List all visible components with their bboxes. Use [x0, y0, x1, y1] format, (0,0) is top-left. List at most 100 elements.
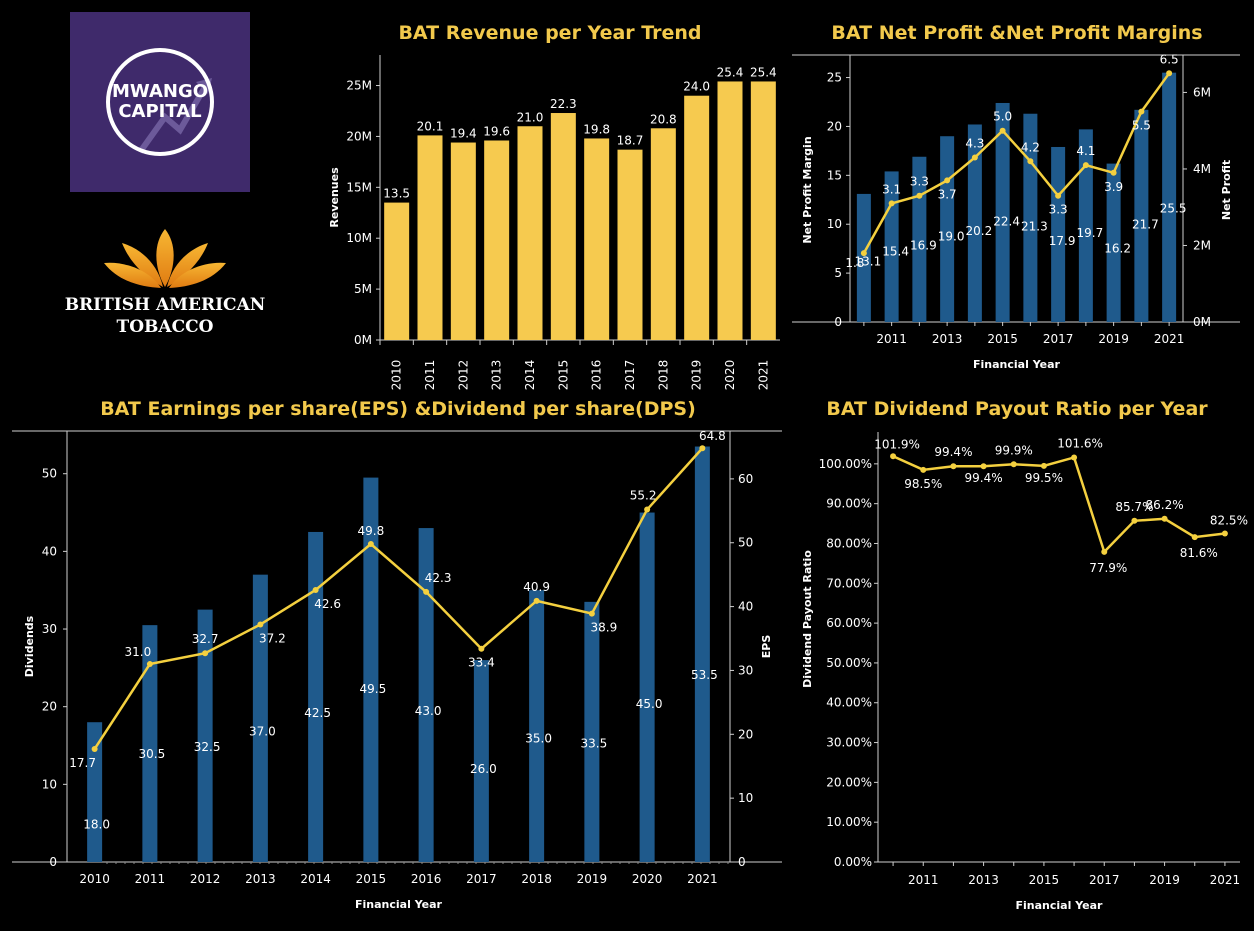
eps-label: 32.7 [192, 632, 219, 646]
payout-point [920, 466, 927, 473]
eps-point [312, 586, 319, 593]
x-tick-label: 2013 [245, 872, 276, 886]
y-tick-label: 10M [346, 231, 372, 245]
x-tick-label: 2013 [490, 360, 504, 391]
payout-data-label: 101.9% [874, 437, 920, 451]
net-profit-margin-label: 4.3 [965, 136, 984, 150]
revenue-data-label: 19.4 [450, 127, 477, 141]
x-tick-label: 2019 [1098, 332, 1129, 346]
y-right-tick-label: 2M [1193, 238, 1211, 252]
dividend-bar-label: 49.5 [360, 682, 387, 696]
y-left-tick-label: 0 [834, 315, 842, 329]
revenue-data-label: 18.7 [617, 134, 644, 148]
x-tick-label: 2021 [687, 872, 718, 886]
x-tick-label: 2015 [356, 872, 387, 886]
payout-data-label: 86.2% [1146, 498, 1184, 512]
x-tick-label: 2020 [632, 872, 663, 886]
payout-point [950, 463, 957, 470]
payout-point [1221, 530, 1228, 537]
x-tick-label: 2015 [556, 360, 570, 391]
net-profit-bar-label: 16.9 [910, 238, 937, 252]
payout-point [1010, 461, 1017, 468]
net-profit-bar-label: 25.5 [1160, 201, 1187, 215]
x-tick-label: 2016 [411, 872, 442, 886]
x-tick-label: 2017 [1043, 332, 1074, 346]
revenue-bar [484, 140, 510, 340]
net-profit-bar-label: 22.4 [993, 215, 1020, 229]
y-tick-label: 0.00% [834, 855, 872, 869]
dividend-bar-label: 42.5 [304, 706, 331, 720]
payout-data-label: 77.9% [1089, 561, 1127, 575]
y-tick-label: 20.00% [826, 775, 872, 789]
y-tick-label: 30.00% [826, 736, 872, 750]
y-right-axis-label: Net Profit [1220, 160, 1233, 220]
net-profit-bar [1078, 129, 1093, 322]
eps-label: 38.9 [591, 621, 618, 635]
eps-point [533, 597, 540, 604]
y-left-tick-label: 30 [42, 622, 57, 636]
revenue-data-label: 20.8 [650, 112, 677, 126]
x-tick-label: 2017 [623, 360, 637, 391]
revenue-data-label: 25.4 [750, 65, 777, 79]
payout-point [890, 453, 897, 460]
x-tick-label: 2021 [756, 360, 770, 391]
y-left-tick-label: 0 [49, 855, 57, 869]
revenue-data-label: 21.0 [517, 110, 544, 124]
net-profit-margin-label: 1.8 [845, 256, 864, 270]
y-left-tick-label: 10 [42, 777, 57, 791]
y-tick-label: 70.00% [826, 576, 872, 590]
payout-data-label: 99.9% [995, 443, 1033, 457]
x-tick-label: 2019 [690, 360, 704, 391]
x-tick-label: 2012 [190, 872, 221, 886]
payout-point [1040, 462, 1047, 469]
eps-label: 42.3 [425, 571, 452, 585]
net-profit-bar [856, 193, 871, 322]
net-profit-margin-point [944, 177, 951, 184]
payout-point [1161, 515, 1168, 522]
revenue-data-label: 24.0 [683, 80, 710, 94]
y-tick-label: 20M [346, 129, 372, 143]
net-profit-bar [912, 156, 927, 322]
y-tick-label: 5M [354, 282, 372, 296]
y-right-tick-label: 30 [738, 663, 753, 677]
dividend-bar [252, 574, 268, 862]
eps-point [699, 445, 706, 452]
payout-point [1071, 454, 1078, 461]
net-profit-chart: 0 5 10 15 20 25 0M 2M 4M 6M Net Profit Margin Net P… [792, 52, 1240, 371]
x-tick-label: 2011 [423, 360, 437, 391]
revenue-bar [550, 113, 576, 341]
eps-point [367, 541, 374, 548]
y-tick-label: 80.00% [826, 536, 872, 550]
eps-label: 42.6 [314, 597, 341, 611]
x-tick-label: 2011 [135, 872, 166, 886]
payout-data-label: 101.6% [1057, 436, 1103, 450]
eps-label: 55.2 [630, 489, 657, 503]
net-profit-bar-label: 21.7 [1132, 218, 1159, 232]
revenue-bar [684, 95, 710, 340]
y-right-tick-label: 0 [738, 855, 746, 869]
eps-label: 64.8 [699, 429, 726, 443]
dividend-bar [473, 660, 489, 862]
dividend-bar [142, 625, 158, 862]
payout-point [1131, 517, 1138, 524]
y-left-tick-label: 20 [42, 700, 57, 714]
mwango-logo-text: MWANGO CAPITAL [70, 82, 250, 122]
eps-label: 37.2 [259, 631, 286, 645]
y-axis-label: Dividend Payout Ratio [801, 550, 814, 688]
payout-data-label: 98.5% [904, 477, 942, 491]
net-profit-bar [967, 124, 982, 322]
payout-point [1101, 548, 1108, 555]
revenue-data-label: 22.3 [550, 97, 577, 111]
x-tick-label: 2015 [1029, 873, 1060, 887]
x-tick-label: 2013 [932, 332, 963, 346]
x-tick-label: 2017 [1089, 873, 1120, 887]
dividend-bar [584, 601, 600, 862]
dividend-bar [197, 609, 213, 862]
net-profit-margin-label: 3.1 [882, 182, 901, 196]
x-tick-label: 2010 [390, 360, 404, 391]
dividend-bar-label: 45.0 [636, 697, 663, 711]
revenue-chart-title: BAT Revenue per Year Trend [398, 22, 702, 44]
eps-label: 33.4 [468, 656, 495, 670]
y-right-tick-label: 4M [1193, 162, 1211, 176]
